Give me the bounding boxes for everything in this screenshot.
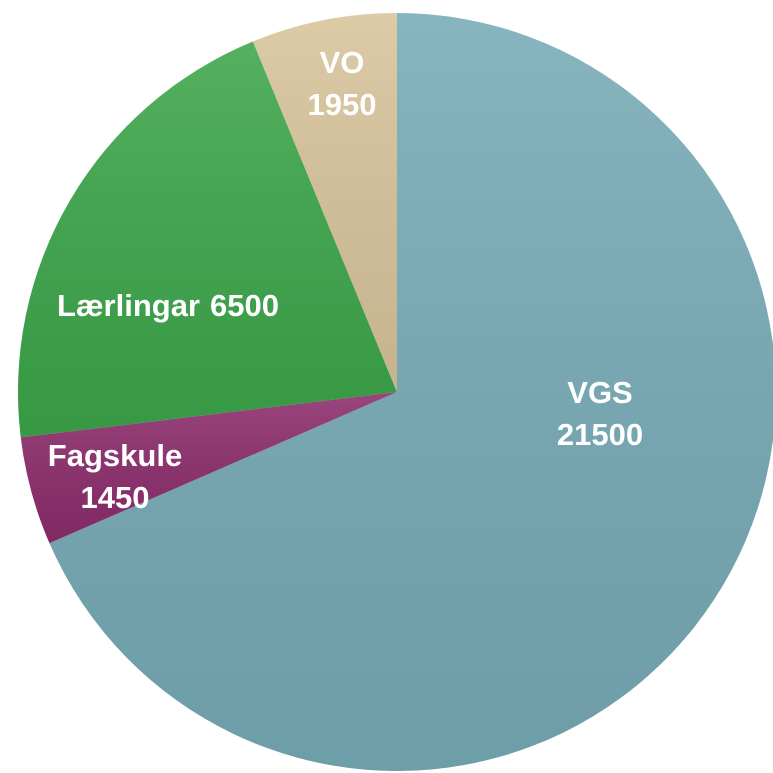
pie (17, 13, 773, 771)
category-label: VGS (567, 375, 632, 410)
labels: VGS 21500 Fagskule 1450 Lærlingar 6500 VO 1950 (48, 45, 643, 515)
slice-label: VO 1950 (308, 45, 377, 122)
value-label: 6500 (210, 288, 279, 323)
slice-label: VGS 21500 (557, 375, 643, 452)
value-label: 1950 (308, 87, 377, 122)
slice-shade (49, 13, 773, 771)
value-label: 21500 (557, 417, 643, 452)
slice-label: Fagskule 1450 (48, 438, 182, 515)
value-label: 1450 (81, 480, 150, 515)
slice-shade (252, 13, 397, 392)
slice-shade (17, 41, 397, 438)
category-label: VO (320, 45, 365, 80)
category-label: Lærlingar (57, 288, 200, 323)
category-label: Fagskule (48, 438, 182, 473)
slice-label: Lærlingar 6500 (57, 288, 279, 323)
slice-shade (20, 392, 397, 544)
